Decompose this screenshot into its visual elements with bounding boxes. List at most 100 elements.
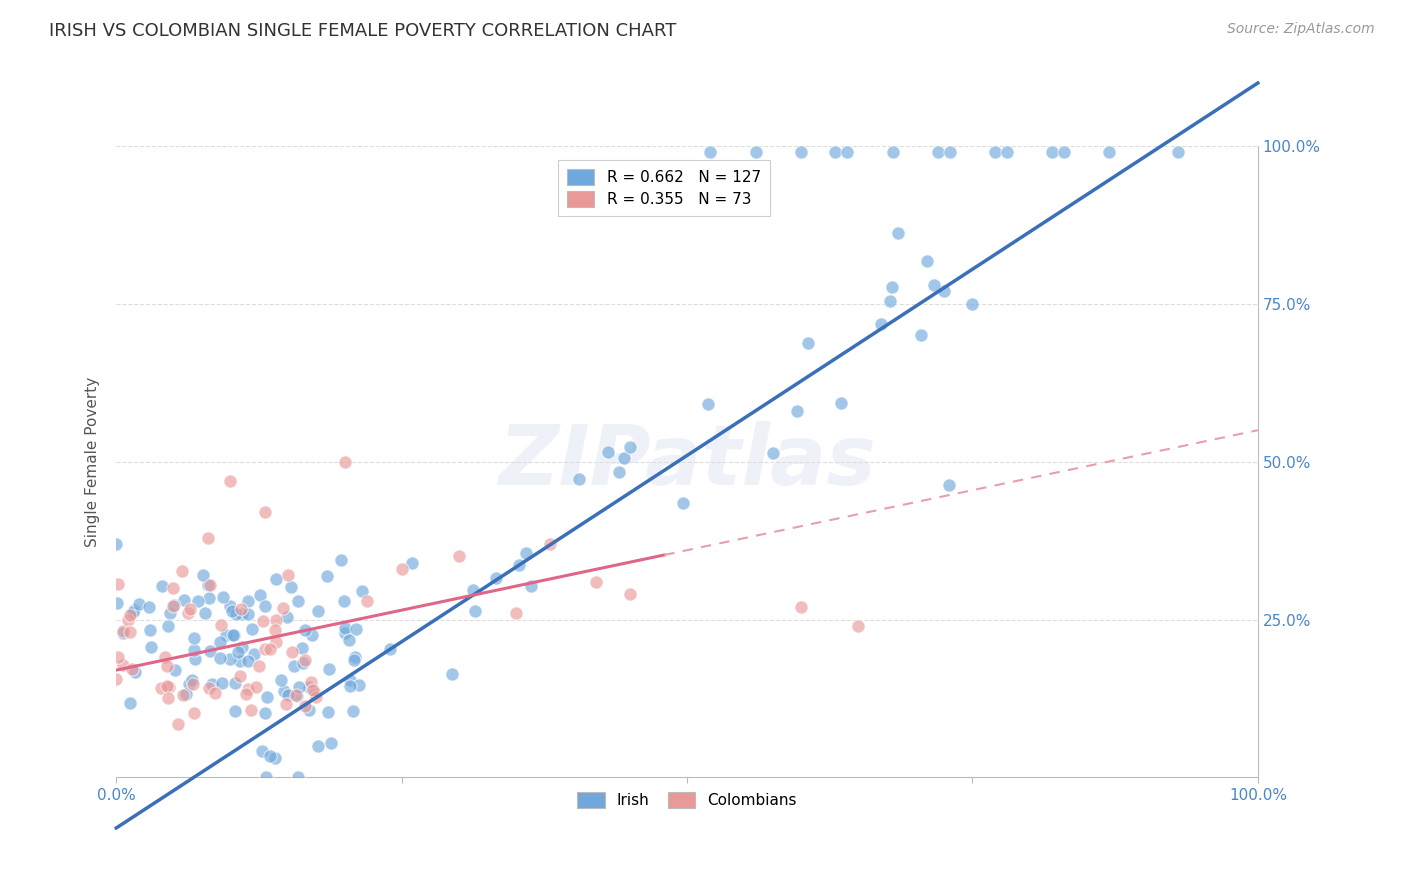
Point	[209, 651, 232, 665]
Point	[790, 599, 813, 614]
Point	[619, 440, 641, 454]
Point	[378, 641, 401, 656]
Point	[159, 606, 181, 620]
Point	[118, 607, 141, 622]
Point	[291, 640, 314, 655]
Point	[927, 145, 949, 160]
Point	[288, 680, 311, 694]
Point	[105, 672, 128, 686]
Point	[253, 642, 276, 657]
Point	[184, 652, 207, 666]
Point	[247, 659, 270, 673]
Point	[879, 293, 901, 308]
Point	[485, 571, 508, 585]
Point	[762, 446, 785, 460]
Point	[596, 444, 619, 458]
Point	[162, 581, 184, 595]
Point	[128, 598, 150, 612]
Text: ZIPatlas: ZIPatlas	[498, 421, 876, 502]
Point	[796, 335, 818, 350]
Point	[294, 698, 316, 713]
Point	[299, 675, 322, 690]
Point	[932, 284, 955, 298]
Point	[235, 687, 257, 701]
Point	[254, 771, 277, 785]
Point	[264, 635, 287, 649]
Point	[118, 696, 141, 710]
Point	[463, 583, 485, 598]
Point	[440, 667, 463, 681]
Text: IRISH VS COLOMBIAN SINGLE FEMALE POVERTY CORRELATION CHART: IRISH VS COLOMBIAN SINGLE FEMALE POVERTY…	[49, 22, 676, 40]
Point	[835, 145, 858, 160]
Point	[318, 662, 340, 676]
Point	[187, 593, 209, 607]
Point	[264, 613, 287, 627]
Point	[166, 716, 188, 731]
Point	[224, 676, 246, 690]
Point	[277, 688, 299, 702]
Point	[339, 673, 361, 687]
Point	[176, 606, 198, 620]
Legend: Irish, Colombians: Irish, Colombians	[571, 786, 803, 814]
Point	[344, 622, 367, 636]
Point	[222, 628, 245, 642]
Point	[253, 505, 276, 519]
Point	[231, 607, 253, 621]
Point	[276, 568, 298, 582]
Point	[1098, 145, 1121, 160]
Point	[236, 654, 259, 668]
Point	[229, 669, 252, 683]
Point	[226, 645, 249, 659]
Point	[307, 739, 329, 753]
Point	[105, 597, 128, 611]
Point	[287, 594, 309, 608]
Point	[264, 572, 287, 586]
Point	[938, 478, 960, 492]
Point	[139, 640, 162, 654]
Point	[330, 552, 353, 566]
Point	[915, 254, 938, 268]
Point	[221, 604, 243, 618]
Point	[786, 404, 808, 418]
Point	[183, 706, 205, 720]
Point	[200, 578, 222, 592]
Point	[245, 680, 267, 694]
Point	[231, 640, 253, 655]
Point	[183, 642, 205, 657]
Point	[846, 619, 869, 633]
Point	[285, 689, 308, 703]
Point	[240, 703, 263, 717]
Point	[301, 628, 323, 642]
Point	[824, 145, 846, 160]
Point	[263, 750, 285, 764]
Point	[111, 657, 134, 672]
Point	[882, 145, 904, 160]
Y-axis label: Single Female Poverty: Single Female Poverty	[86, 376, 100, 547]
Point	[249, 588, 271, 602]
Point	[254, 599, 277, 613]
Point	[138, 599, 160, 614]
Point	[294, 653, 316, 667]
Point	[538, 537, 561, 551]
Point	[585, 574, 607, 589]
Point	[337, 632, 360, 647]
Point	[221, 628, 243, 642]
Point	[174, 687, 197, 701]
Point	[165, 663, 187, 677]
Point	[356, 593, 378, 607]
Point	[177, 677, 200, 691]
Point	[276, 609, 298, 624]
Point	[298, 680, 321, 694]
Point	[170, 565, 193, 579]
Point	[156, 618, 179, 632]
Point	[117, 614, 139, 628]
Point	[671, 495, 693, 509]
Point	[121, 605, 143, 619]
Point	[179, 602, 201, 616]
Point	[225, 607, 247, 622]
Point	[790, 145, 813, 160]
Point	[256, 690, 278, 705]
Point	[984, 145, 1007, 160]
Point	[194, 607, 217, 621]
Point	[219, 652, 242, 666]
